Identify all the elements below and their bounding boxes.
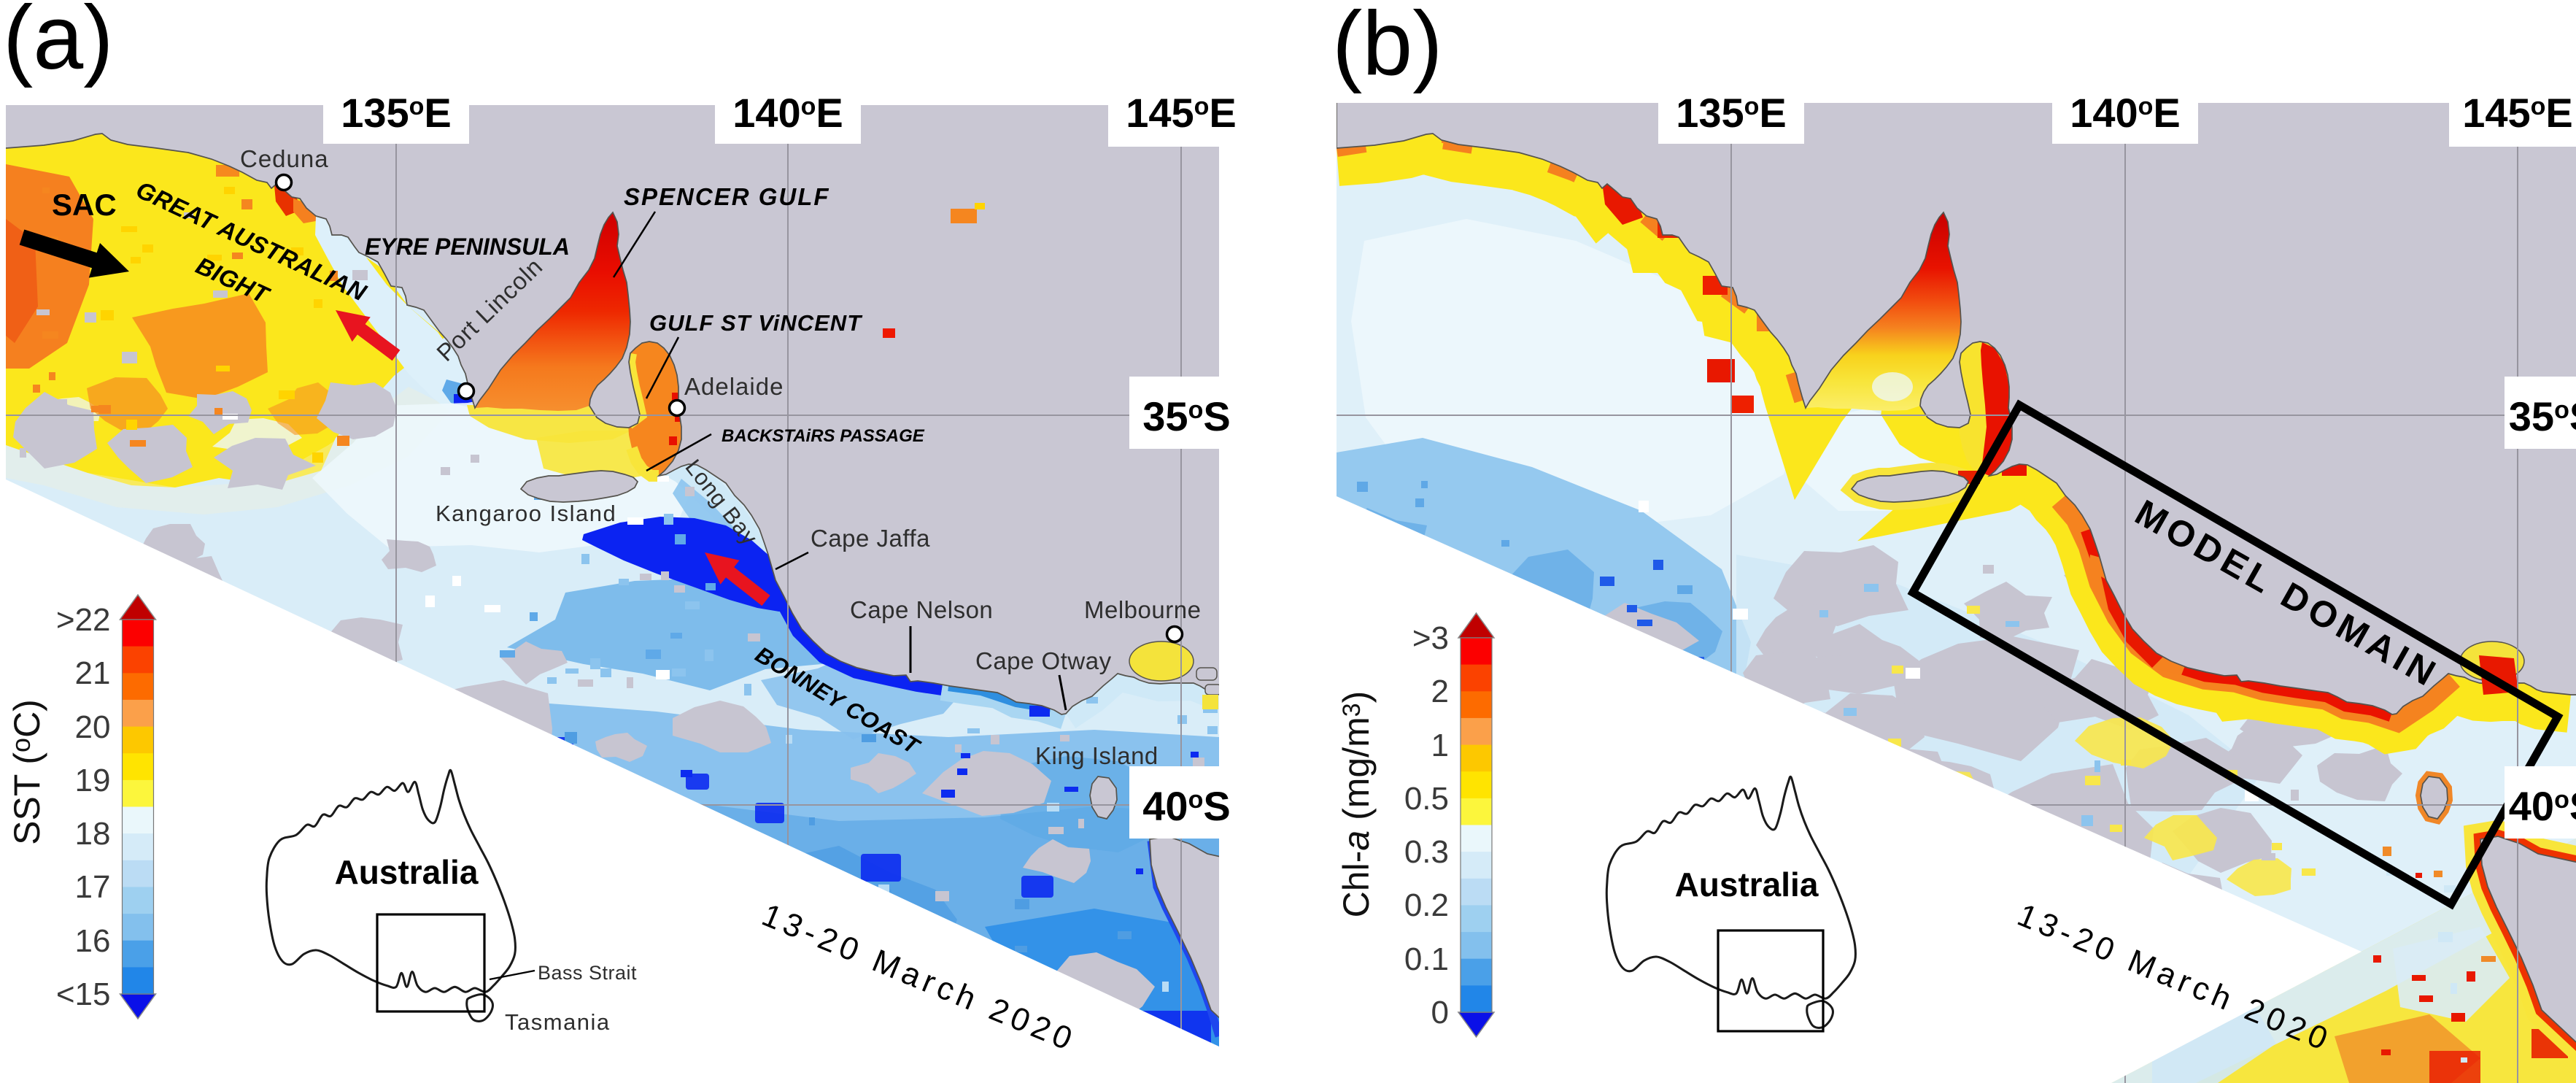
svg-text:135oE: 135oE [1676, 90, 1787, 136]
svg-text:>3: >3 [1412, 620, 1449, 656]
svg-text:Kangaroo Island: Kangaroo Island [436, 501, 616, 526]
svg-text:140oE: 140oE [2070, 90, 2181, 136]
svg-text:SST (oC): SST (oC) [6, 699, 47, 845]
svg-text:Melbourne: Melbourne [1084, 596, 1201, 623]
svg-text:140oE: 140oE [732, 90, 843, 136]
svg-text:BACKSTAiRS PASSAGE: BACKSTAiRS PASSAGE [722, 426, 925, 446]
svg-text:0.3: 0.3 [1404, 834, 1449, 870]
svg-text:Tasmania: Tasmania [505, 1009, 611, 1035]
svg-text:135oE: 135oE [341, 90, 452, 136]
svg-text:>22: >22 [56, 602, 111, 638]
svg-text:Ceduna: Ceduna [240, 145, 329, 172]
svg-text:0.2: 0.2 [1404, 887, 1449, 923]
svg-text:<15: <15 [56, 976, 111, 1012]
svg-text:18: 18 [75, 816, 111, 852]
svg-text:EYRE PENINSULA: EYRE PENINSULA [365, 234, 570, 260]
svg-text:SAC: SAC [52, 188, 117, 222]
svg-text:GULF ST ViNCENT: GULF ST ViNCENT [649, 310, 863, 336]
svg-text:16: 16 [75, 923, 111, 959]
svg-text:145oE: 145oE [2462, 90, 2573, 136]
svg-text:2: 2 [1431, 674, 1449, 709]
svg-text:(b): (b) [1332, 0, 1443, 94]
svg-text:Chl-a (mg/m3): Chl-a (mg/m3) [1336, 691, 1377, 918]
svg-text:Cape Otway: Cape Otway [975, 647, 1112, 674]
svg-text:Bass Strait: Bass Strait [538, 962, 637, 984]
svg-text:0.5: 0.5 [1404, 781, 1449, 817]
svg-text:20: 20 [75, 709, 111, 745]
svg-text:Adelaide: Adelaide [684, 373, 784, 400]
svg-text:Cape Jaffa: Cape Jaffa [811, 525, 930, 552]
svg-text:17: 17 [75, 869, 111, 905]
svg-text:SPENCER GULF: SPENCER GULF [624, 183, 830, 210]
svg-text:40oS: 40oS [1142, 783, 1230, 829]
svg-text:Australia: Australia [335, 853, 479, 891]
svg-text:19: 19 [75, 763, 111, 798]
svg-text:0.1: 0.1 [1404, 941, 1449, 977]
svg-text:Cape Nelson: Cape Nelson [850, 596, 993, 623]
svg-text:0: 0 [1431, 995, 1449, 1030]
svg-text:35oS: 35oS [1142, 393, 1230, 439]
svg-text:(a): (a) [3, 0, 114, 88]
svg-text:King Island: King Island [1035, 742, 1159, 769]
svg-text:21: 21 [75, 655, 111, 691]
svg-text:Australia: Australia [1675, 866, 1819, 903]
svg-text:1: 1 [1431, 728, 1449, 763]
svg-text:145oE: 145oE [1126, 90, 1237, 136]
